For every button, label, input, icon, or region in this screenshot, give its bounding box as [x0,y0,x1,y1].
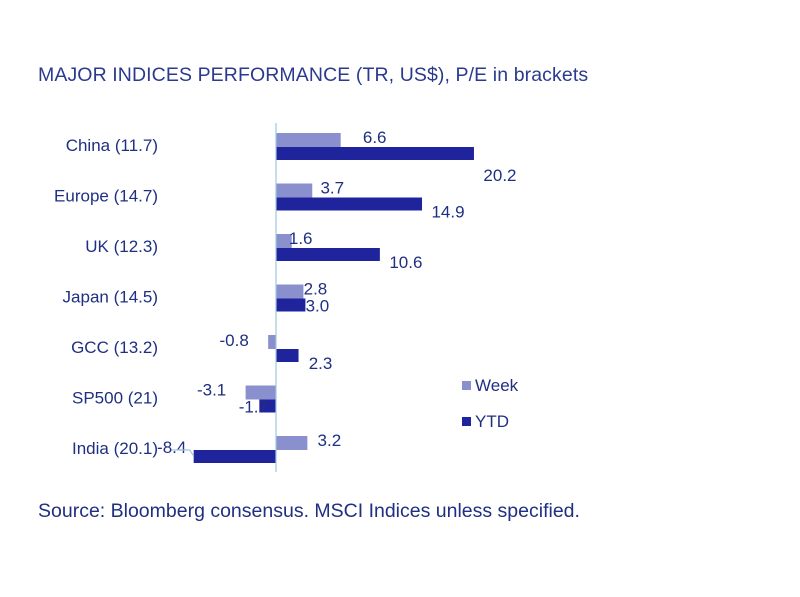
category-label-india: India (20.1) [72,439,158,458]
legend: Week YTD [462,376,519,431]
bar-week-gcc [268,335,276,349]
chart-title: MAJOR INDICES PERFORMANCE (TR, US$), P/E… [38,64,589,86]
value-label-ytd-gcc: 2.3 [309,354,333,373]
value-label-week-uk: 1.6 [289,229,313,248]
value-label-ytd-japan: 3.0 [306,297,330,316]
bar-ytd-japan [276,298,306,312]
bar-week-europe [276,183,313,198]
value-label-ytd-china: 20.2 [483,166,516,185]
legend-swatch-ytd [462,417,471,426]
category-label-china: China (11.7) [66,136,158,155]
bar-ytd-india [193,450,276,463]
bar-week-japan [276,284,304,299]
bar-week-india [276,436,308,450]
category-label-uk: UK (12.3) [85,237,158,256]
bar-ytd-sp500 [259,399,276,413]
value-label-week-sp500: -3.1 [197,381,226,400]
value-label-week-europe: 3.7 [320,179,344,198]
value-labels: 6.6 20.2 3.7 14.9 1.6 10.6 2.83.0 -0.8 2.3 -3.1 -1… [157,128,516,457]
category-labels: China (11.7) Europe (14.7) UK (12.3) Japan … [54,136,158,458]
bar-ytd-uk [276,248,380,261]
bar-week-sp500 [245,385,276,400]
bar-ytd-europe [276,197,423,211]
value-label-week-japan: 2.8 [304,280,328,299]
category-label-gcc: GCC (13.2) [71,338,158,357]
value-label-ytd-uk: 10.6 [389,253,422,272]
value-label-week-gcc: -0.8 [220,331,249,350]
category-label-sp500: SP500 (21) [72,389,158,408]
category-label-japan: Japan (14.5) [63,288,158,307]
bar-week-uk [276,234,292,248]
legend-label-ytd: YTD [475,412,509,431]
value-label-ytd-india: -8.4 [157,438,186,457]
value-label-ytd-europe: 14.9 [431,203,464,222]
bar-ytd-china [276,147,474,160]
legend-swatch-week [462,381,471,390]
value-label-ytd-sp500: -1.7 [239,398,268,417]
leader-line [171,449,195,457]
legend-label-week: Week [475,376,519,395]
bar-week-china [276,133,341,147]
category-label-europe: Europe (14.7) [54,187,158,206]
source-note: Source: Bloomberg consensus. MSCI Indice… [38,500,580,522]
bars-group [193,133,474,463]
value-label-week-china: 6.6 [363,128,387,147]
value-label-week-india: 3.2 [318,431,342,450]
bar-ytd-gcc [276,349,299,362]
